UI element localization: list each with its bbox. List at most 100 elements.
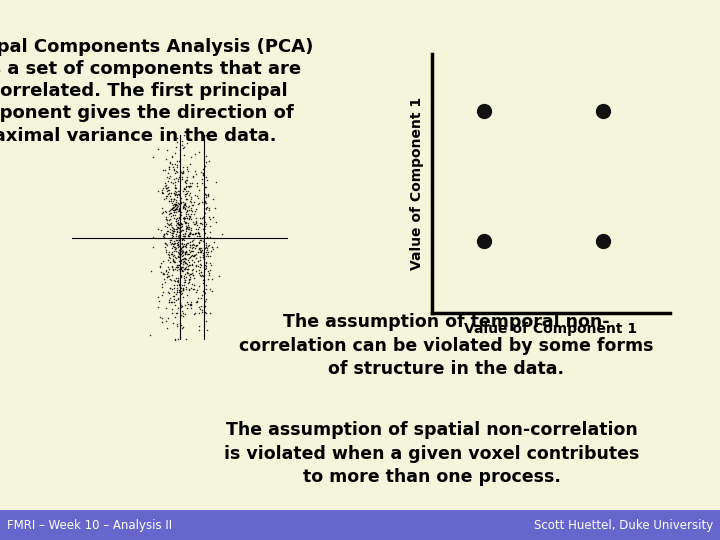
Point — [181, 163, 193, 171]
Point — [199, 285, 211, 293]
Point — [184, 270, 196, 279]
Point — [171, 238, 183, 247]
Point — [159, 166, 171, 174]
Point — [171, 138, 183, 147]
Point — [179, 277, 191, 286]
Point — [173, 240, 184, 248]
Point — [174, 312, 186, 320]
Point — [178, 240, 189, 248]
Point — [195, 236, 207, 245]
Point — [184, 299, 196, 308]
Point — [200, 240, 212, 249]
Point — [191, 266, 202, 275]
Point — [183, 186, 194, 195]
Point — [172, 263, 184, 272]
Point — [164, 208, 176, 217]
Point — [171, 217, 182, 225]
Point — [181, 189, 192, 198]
Point — [200, 258, 212, 266]
Point — [170, 190, 181, 198]
Point — [170, 244, 181, 252]
Point — [166, 250, 178, 259]
Point — [174, 280, 185, 289]
Point — [202, 244, 213, 252]
Point — [147, 243, 158, 252]
Point — [181, 207, 192, 216]
Point — [194, 236, 205, 245]
Point — [197, 248, 209, 257]
Point — [180, 335, 192, 344]
Point — [176, 235, 188, 244]
Point — [168, 257, 179, 266]
Point — [153, 145, 164, 154]
Point — [159, 207, 171, 215]
Point — [186, 206, 197, 214]
Point — [170, 290, 181, 299]
Point — [174, 155, 186, 164]
Point — [166, 212, 177, 220]
Point — [173, 157, 184, 166]
Point — [185, 224, 197, 232]
Point — [182, 231, 194, 240]
Point — [200, 131, 212, 139]
Point — [171, 309, 183, 318]
Point — [192, 225, 204, 233]
Point — [195, 302, 207, 311]
Point — [173, 231, 184, 240]
Point — [178, 217, 189, 226]
Point — [161, 241, 173, 250]
Point — [175, 222, 186, 231]
Point — [165, 220, 176, 228]
Point — [200, 262, 212, 271]
Point — [202, 134, 213, 143]
Point — [176, 248, 187, 256]
Point — [180, 223, 192, 232]
Point — [168, 166, 180, 174]
Point — [168, 202, 179, 211]
Point — [175, 248, 186, 256]
Point — [171, 226, 182, 235]
Point — [198, 302, 210, 311]
Point — [169, 169, 181, 178]
Point — [166, 262, 178, 271]
Point — [177, 258, 189, 267]
Point — [189, 244, 201, 253]
Point — [189, 251, 200, 260]
Point — [179, 200, 190, 208]
Point — [190, 170, 202, 178]
Point — [172, 219, 184, 228]
Point — [182, 265, 194, 274]
Point — [168, 226, 179, 235]
Point — [184, 189, 196, 198]
Point — [177, 225, 189, 234]
Point — [190, 240, 202, 249]
Point — [175, 193, 186, 202]
Point — [173, 253, 184, 262]
Point — [176, 310, 187, 319]
Point — [174, 210, 186, 219]
Point — [184, 274, 195, 283]
Point — [168, 256, 179, 265]
Text: The assumption of temporal non-
correlation can be violated by some forms
of str: The assumption of temporal non- correlat… — [239, 313, 654, 379]
Point — [184, 228, 196, 237]
Point — [198, 200, 210, 208]
Point — [204, 233, 216, 241]
Point — [168, 204, 179, 212]
Point — [169, 178, 181, 187]
Point — [180, 248, 192, 256]
Point — [174, 283, 186, 292]
Point — [160, 239, 171, 248]
Point — [182, 232, 194, 240]
Point — [167, 266, 179, 274]
Point — [168, 292, 179, 301]
Point — [190, 262, 202, 271]
Point — [163, 265, 175, 274]
Point — [184, 275, 196, 284]
Point — [179, 254, 190, 263]
Point — [156, 259, 167, 267]
Point — [194, 303, 205, 312]
Point — [169, 265, 181, 273]
Point — [160, 181, 171, 190]
Point — [181, 298, 193, 307]
Point — [202, 267, 213, 275]
